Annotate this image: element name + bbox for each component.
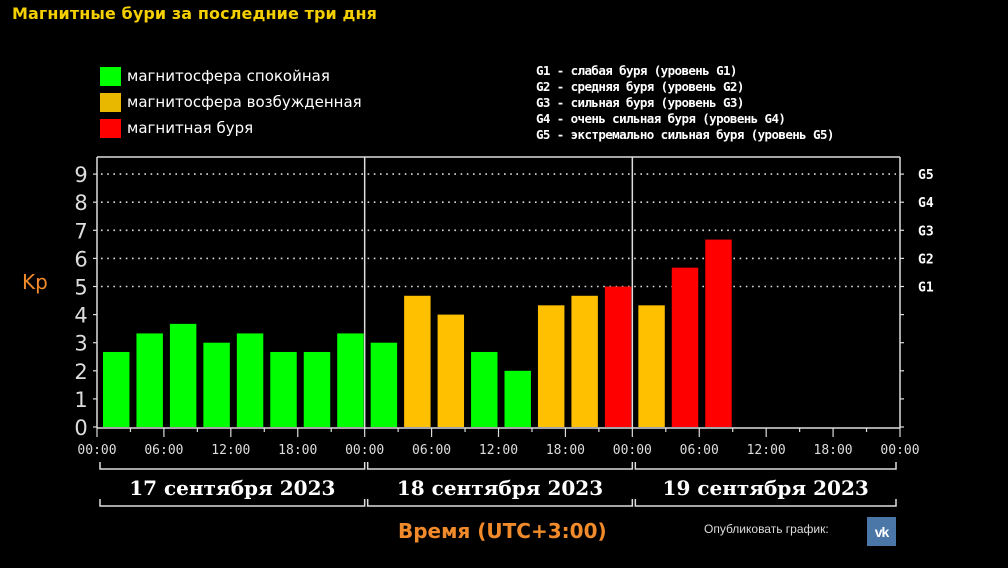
kp-bar bbox=[437, 314, 465, 427]
day-bracket-bottom bbox=[99, 499, 366, 507]
g-level-label: G2 bbox=[918, 252, 934, 267]
day-bracket-top bbox=[634, 462, 897, 470]
y-tick-label: 2 bbox=[74, 360, 87, 384]
day-bracket-top bbox=[366, 462, 634, 470]
legend-item-excited: магнитосфера возбужденная bbox=[100, 89, 362, 115]
y-tick-label: 1 bbox=[74, 388, 87, 412]
x-tick-label: 00:00 bbox=[880, 443, 919, 458]
publish-label: Опубликовать график: bbox=[704, 522, 829, 536]
y-tick-label: 6 bbox=[74, 247, 87, 271]
x-tick-label: 12:00 bbox=[747, 443, 786, 458]
kp-bar bbox=[103, 351, 130, 427]
y-tick-label: 9 bbox=[74, 163, 87, 187]
kp-bar bbox=[671, 267, 699, 427]
x-tick-label: 00:00 bbox=[77, 443, 116, 458]
kp-bar bbox=[705, 239, 732, 427]
g-legend-item: G1 - слабая буря (уровень G1) bbox=[536, 63, 737, 78]
day-bracket-bottom bbox=[634, 499, 897, 507]
g-level-label: G3 bbox=[918, 224, 934, 239]
kp-bar bbox=[571, 295, 598, 427]
x-tick-label: 12:00 bbox=[211, 443, 250, 458]
g-legend-item: G2 - средняя буря (уровень G2) bbox=[536, 79, 744, 94]
x-tick-label: 00:00 bbox=[345, 443, 384, 458]
y-tick-label: 0 bbox=[74, 416, 87, 440]
g-level-label: G5 bbox=[918, 168, 934, 183]
kp-bar bbox=[303, 351, 331, 427]
kp-bar bbox=[370, 342, 398, 427]
kp-bar bbox=[404, 295, 431, 427]
y-tick-label: 8 bbox=[74, 191, 87, 215]
kp-bar bbox=[270, 351, 297, 427]
legend-label: магнитосфера спокойная bbox=[127, 67, 330, 85]
day-label: 19 сентября 2023 bbox=[663, 476, 869, 500]
x-tick-label: 06:00 bbox=[412, 443, 451, 458]
g-level-label: G4 bbox=[918, 196, 934, 211]
x-axis-title: Время (UTC+3:00) bbox=[398, 519, 607, 543]
legend-item-storm: магнитная буря bbox=[100, 115, 362, 141]
kp-bar bbox=[203, 342, 230, 427]
kp-bar bbox=[604, 286, 632, 427]
y-axis-label: Kp bbox=[22, 270, 48, 294]
legend-label: магнитная буря bbox=[127, 119, 254, 137]
g-legend-item: G3 - сильная буря (уровень G3) bbox=[536, 95, 744, 110]
y-tick-label: 7 bbox=[74, 219, 87, 243]
y-tick-label: 5 bbox=[74, 276, 87, 300]
kp-bar bbox=[136, 333, 163, 427]
kp-bar bbox=[236, 333, 264, 427]
day-bracket-top bbox=[99, 462, 366, 470]
x-tick-label: 00:00 bbox=[613, 443, 652, 458]
x-tick-label: 18:00 bbox=[546, 443, 585, 458]
kp-bar bbox=[169, 323, 197, 427]
day-label: 17 сентября 2023 bbox=[129, 476, 335, 500]
x-tick-label: 18:00 bbox=[814, 443, 853, 458]
y-tick-label: 3 bbox=[74, 332, 87, 356]
g-legend-item: G4 - очень сильная буря (уровень G4) bbox=[536, 111, 786, 126]
kp-bar bbox=[504, 370, 531, 427]
kp-bar bbox=[471, 351, 498, 427]
kp-bar bbox=[537, 305, 565, 427]
x-tick-label: 06:00 bbox=[144, 443, 183, 458]
x-tick-label: 06:00 bbox=[680, 443, 719, 458]
page-title: Магнитные бури за последние три дня bbox=[12, 4, 378, 23]
vk-icon: vk bbox=[874, 523, 890, 540]
day-bracket-bottom bbox=[366, 499, 634, 507]
legend-swatch-excited bbox=[100, 92, 121, 112]
y-tick-label: 4 bbox=[74, 304, 87, 328]
g-legend-item: G5 - экстремально сильная буря (уровень … bbox=[536, 127, 834, 142]
day-label: 18 сентября 2023 bbox=[397, 476, 603, 500]
kp-bar bbox=[638, 305, 665, 427]
legend-item-calm: магнитосфера спокойная bbox=[100, 63, 362, 89]
legend-swatch-storm bbox=[100, 118, 121, 138]
legend-swatch-calm bbox=[100, 66, 121, 86]
kp-bar bbox=[337, 333, 364, 427]
x-tick-label: 18:00 bbox=[278, 443, 317, 458]
g-level-label: G1 bbox=[918, 281, 934, 296]
g-level-legend: G1 - слабая буря (уровень G1) G2 - средн… bbox=[536, 63, 834, 143]
legend-label: магнитосфера возбужденная bbox=[127, 93, 362, 111]
status-legend: магнитосфера спокойная магнитосфера возб… bbox=[100, 63, 362, 141]
x-tick-label: 12:00 bbox=[479, 443, 518, 458]
vk-share-button[interactable]: vk bbox=[867, 517, 896, 546]
